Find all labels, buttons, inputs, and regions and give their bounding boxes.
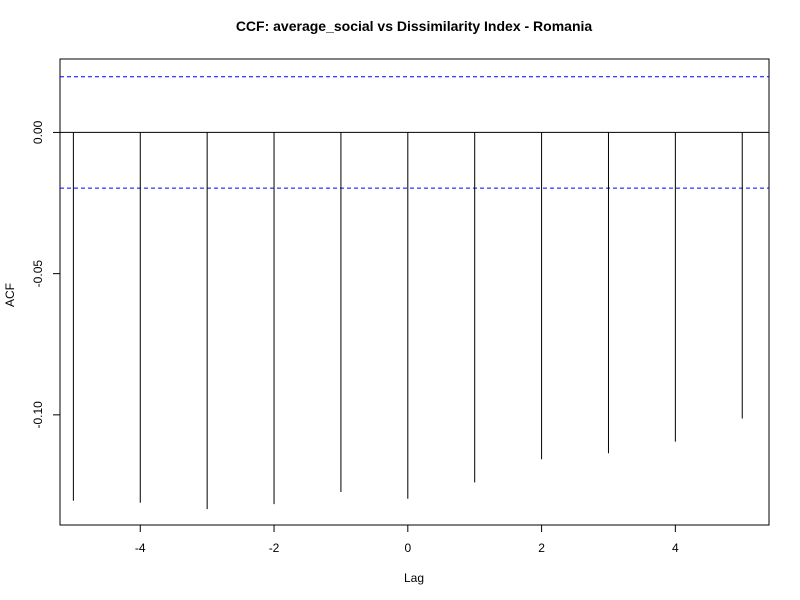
x-tick-label: -2 (269, 541, 280, 555)
x-tick-label: 2 (538, 541, 545, 555)
x-tick-label: -4 (135, 541, 146, 555)
x-axis-label: Lag (404, 571, 424, 585)
y-tick-label: -0.10 (31, 401, 45, 429)
plot-layer: -4 -2 0 2 4 0.00 -0.05 -0.10 (31, 76, 769, 555)
chart-title: CCF: average_social vs Dissimilarity Ind… (236, 18, 593, 34)
y-tick-label: -0.05 (31, 260, 45, 288)
x-tick-label: 0 (404, 541, 411, 555)
x-tick-label: 4 (672, 541, 679, 555)
y-axis-label: ACF (3, 283, 17, 307)
y-tick-label: 0.00 (31, 120, 45, 144)
plot-frame (59, 58, 770, 526)
